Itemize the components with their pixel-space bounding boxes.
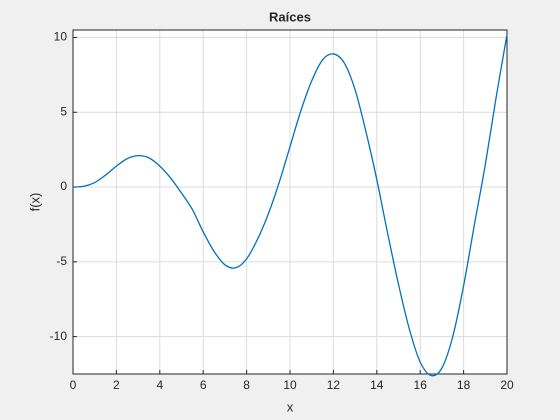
x-axis-label: x — [287, 399, 294, 414]
axes-box — [72, 29, 508, 375]
x-tick-label: 4 — [156, 378, 163, 392]
x-tick-label: 20 — [500, 378, 514, 392]
x-tick-label: 2 — [113, 378, 120, 392]
x-tick-label: 6 — [200, 378, 207, 392]
x-tick-label: 10 — [283, 378, 297, 392]
x-tick-label: 12 — [327, 378, 341, 392]
x-tick-label: 8 — [243, 378, 250, 392]
y-axis-label: f(x) — [27, 193, 42, 212]
x-tick-label: 0 — [70, 378, 77, 392]
x-tick-label: 16 — [414, 378, 428, 392]
y-tick-label: -10 — [50, 329, 68, 343]
data-line — [72, 34, 508, 377]
chart-title: Raíces — [269, 9, 311, 24]
x-tick-label: 18 — [457, 378, 471, 392]
x-tick-label: 14 — [370, 378, 384, 392]
y-tick-label: 10 — [54, 30, 68, 44]
y-tick-label: 0 — [60, 179, 67, 193]
y-tick-label: 5 — [60, 104, 67, 118]
y-tick-label: -5 — [56, 254, 67, 268]
